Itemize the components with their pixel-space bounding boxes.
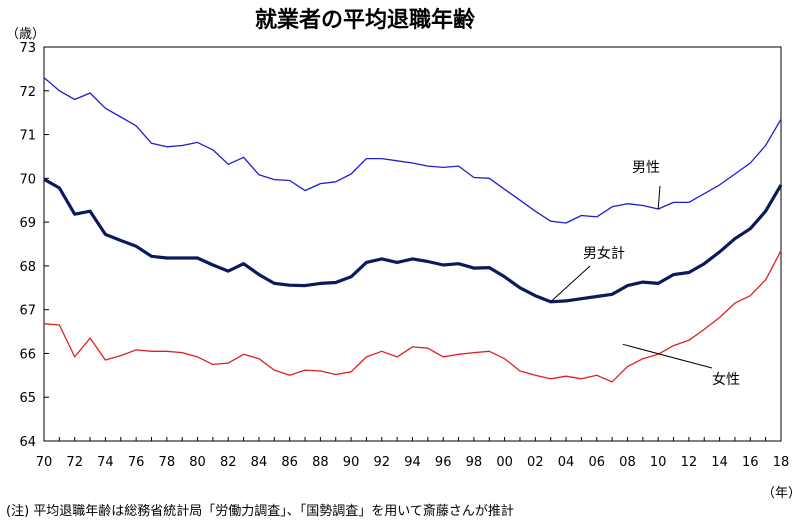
y-tick-label: 72	[19, 85, 36, 100]
x-tick-label: 10	[650, 455, 667, 470]
x-axis-ticks: 70 72 74 76 78 80 82 84 86 88 90 92 94 96 98 00 02 04 06 08…	[36, 437, 790, 470]
plot-frame	[43, 46, 782, 442]
y-tick-label: 65	[19, 391, 36, 406]
series-line-男性	[43, 77, 782, 224]
chart-title: 就業者の平均退職年齢	[255, 7, 476, 33]
x-tick-label: 04	[558, 455, 575, 470]
x-tick-label: 98	[466, 455, 483, 470]
x-tick-label: 88	[312, 455, 329, 470]
series-label-female: 女性	[712, 371, 740, 388]
x-tick-label: 96	[435, 455, 452, 470]
x-tick-label: 80	[189, 455, 206, 470]
x-tick-label: 76	[128, 455, 145, 470]
x-tick-label: 16	[742, 455, 759, 470]
series-lines	[43, 77, 783, 383]
x-tick-label: 82	[220, 455, 237, 470]
x-tick-label: 92	[374, 455, 391, 470]
x-tick-label: 86	[281, 455, 298, 470]
y-tick-label: 67	[19, 304, 36, 319]
leader-line	[550, 265, 591, 303]
series-line-男女計	[43, 177, 783, 304]
y-tick-label: 66	[19, 347, 36, 362]
plot-border	[43, 46, 782, 442]
x-tick-label: 94	[404, 455, 421, 470]
x-tick-label: 14	[711, 455, 728, 470]
x-axis-unit: （年）	[762, 486, 800, 501]
x-tick-label: 00	[496, 455, 513, 470]
x-tick-label: 72	[66, 455, 83, 470]
x-tick-label: 90	[343, 455, 360, 470]
source-note: (注) 平均退職年齢は総務省統計局「労働力調査」、「国勢調査」を用いて斎藤さんが…	[6, 503, 514, 519]
series-label-total: 男女計	[583, 245, 625, 262]
y-tick-label: 69	[19, 216, 36, 231]
x-tick-label: 78	[159, 455, 176, 470]
x-tick-label: 84	[251, 455, 268, 470]
y-axis-ticks: 64 65 66 67 68 69 70 71 72 73	[19, 41, 49, 450]
y-tick-label: 73	[19, 41, 36, 56]
leader-line	[657, 185, 661, 210]
y-tick-label: 70	[19, 172, 36, 187]
leader-line	[622, 343, 713, 369]
y-tick-label: 71	[19, 129, 36, 144]
series-label-male: 男性	[632, 160, 660, 176]
y-axis-unit: （歳）	[6, 27, 45, 42]
y-tick-label: 68	[19, 260, 36, 275]
x-tick-label: 74	[97, 455, 114, 470]
x-tick-label: 70	[36, 455, 53, 470]
x-tick-label: 08	[619, 455, 636, 470]
x-tick-label: 02	[527, 455, 544, 470]
x-tick-label: 06	[588, 455, 605, 470]
x-tick-label: 18	[773, 455, 790, 470]
x-tick-label: 12	[681, 455, 698, 470]
series-line-女性	[43, 250, 782, 383]
y-tick-label: 64	[19, 435, 36, 450]
